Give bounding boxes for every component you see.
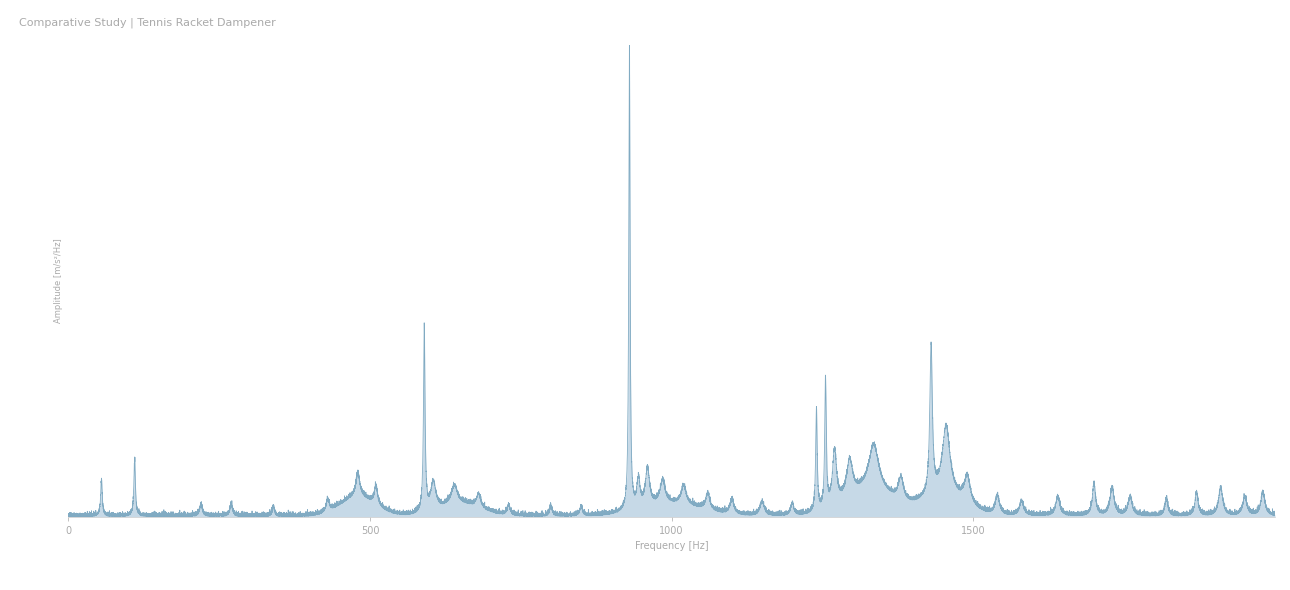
- Y-axis label: Amplitude [m/s²/Hz]: Amplitude [m/s²/Hz]: [54, 238, 63, 323]
- X-axis label: Frequency [Hz]: Frequency [Hz]: [635, 542, 708, 552]
- Text: Comparative Study | Tennis Racket Dampener: Comparative Study | Tennis Racket Dampen…: [19, 18, 276, 28]
